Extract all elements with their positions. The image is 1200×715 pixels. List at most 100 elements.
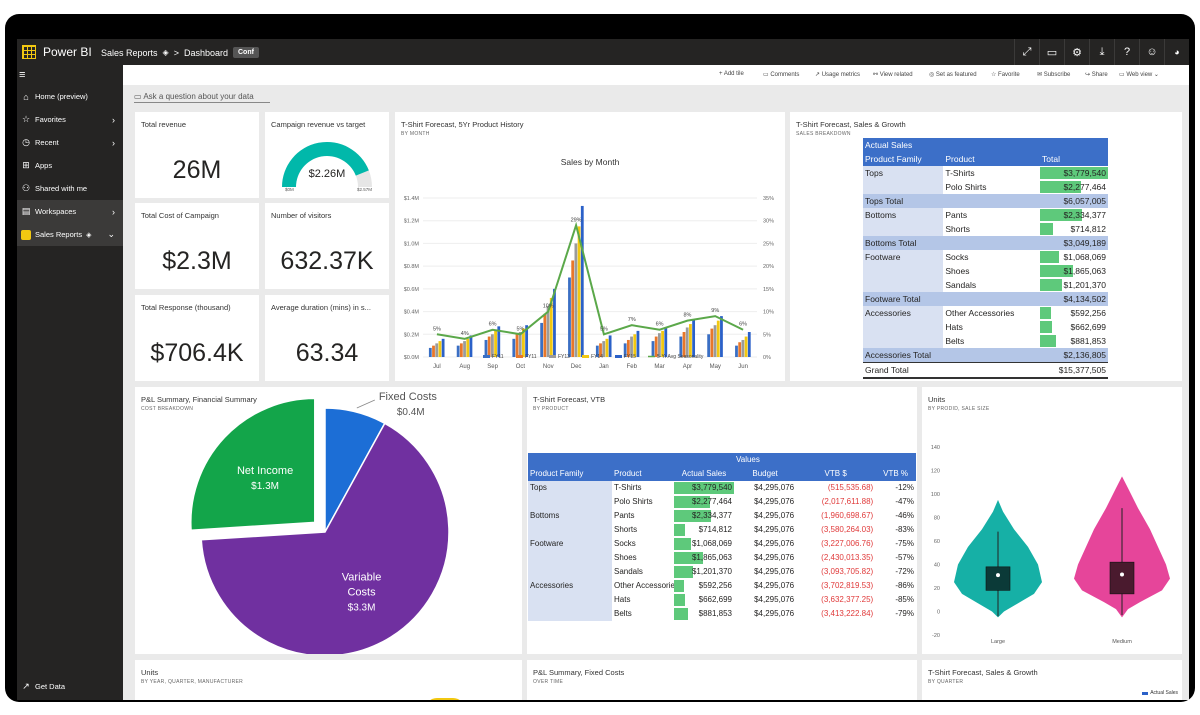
bar[interactable] [497, 326, 501, 357]
expand-icon[interactable]: ⤢ [1014, 39, 1039, 65]
sidebar-item-favorites[interactable]: ☆ Favorites › [17, 108, 123, 131]
bar[interactable] [630, 336, 633, 357]
gauge-tile[interactable]: Campaign revenue vs target $2.26M $0M $2… [265, 112, 389, 198]
vtb-tile[interactable]: T-Shirt Forecast, VTB BY PRODUCT Values … [527, 387, 917, 654]
bar[interactable] [456, 345, 460, 357]
bar[interactable] [651, 341, 655, 357]
bar[interactable] [466, 338, 470, 357]
bar[interactable] [494, 329, 497, 357]
bar[interactable] [738, 342, 742, 357]
box[interactable] [1109, 561, 1135, 595]
bar[interactable] [571, 260, 575, 357]
bar[interactable] [546, 305, 550, 357]
bar[interactable] [685, 327, 689, 357]
app-name[interactable]: Power BI [43, 45, 92, 59]
favorite-button[interactable]: ☆ Favorite [991, 72, 1020, 78]
share-button[interactable]: ↪ Share [1085, 72, 1108, 78]
comment-icon[interactable]: ▭ [1039, 39, 1064, 65]
sidebar-item-sales-reports[interactable]: Sales Reports ◈ ⌄ [17, 223, 123, 246]
bar[interactable] [657, 333, 661, 357]
box[interactable] [985, 566, 1011, 591]
bar[interactable] [735, 345, 738, 357]
hamburger-icon[interactable]: ≡ [19, 69, 26, 81]
bar[interactable] [605, 338, 609, 357]
bar[interactable] [654, 336, 658, 357]
forecast-chart-tile[interactable]: T-Shirt Forecast, 5Yr Product History BY… [395, 112, 785, 381]
bar[interactable] [741, 339, 745, 357]
usage-metrics-button[interactable]: ↗ Usage metrics [815, 72, 861, 78]
bar[interactable] [484, 339, 488, 357]
sidebar-item-apps[interactable]: ⊞ Apps [17, 154, 123, 177]
breadcrumb-page[interactable]: Dashboard [183, 47, 228, 58]
bar[interactable] [487, 336, 491, 357]
bar[interactable] [490, 334, 494, 357]
units-violin-tile[interactable]: Units BY PRODID, SALE SIZE -20 0 20 40 60 80 1… [922, 387, 1182, 654]
bar[interactable] [626, 339, 630, 357]
breadcrumb-report[interactable]: Sales Reports [101, 47, 158, 58]
bar[interactable] [540, 322, 544, 357]
kpi-tile-visitors[interactable]: Number of visitors 632.37K [265, 203, 389, 289]
download-icon[interactable]: ⤓ [1089, 39, 1114, 65]
bar[interactable] [577, 226, 581, 357]
bar[interactable] [692, 319, 696, 357]
sales-growth-quarter-tile[interactable]: T-Shirt Forecast, Sales & Growth BY QUAR… [922, 660, 1182, 700]
seasonality-line[interactable] [436, 221, 744, 340]
pl-summary-tile[interactable]: P&L Summary, Financial Summary COST BREA… [135, 387, 522, 654]
units-by-year-tile[interactable]: Units BY YEAR, QUARTER, MANUFACTURER [135, 660, 522, 700]
bar[interactable] [595, 345, 599, 357]
set-featured-button[interactable]: ◎ Set as featured [929, 72, 977, 78]
bar[interactable] [747, 332, 751, 357]
bar[interactable] [710, 328, 714, 357]
bar[interactable] [623, 343, 627, 357]
bar[interactable] [463, 341, 466, 357]
pie-slice[interactable] [190, 397, 316, 531]
bar[interactable] [522, 328, 525, 357]
bar[interactable] [432, 345, 435, 357]
bar[interactable] [707, 334, 711, 357]
bar[interactable] [682, 332, 686, 357]
kpi-tile-total-response[interactable]: Total Response (thousand) $706.4K [135, 295, 259, 381]
sidebar-item-workspaces[interactable]: ▤ Workspaces › [17, 200, 123, 223]
sidebar-item-shared[interactable]: ⚇ Shared with me [17, 177, 123, 200]
web-view-button[interactable]: ▭ Web view ⌄ [1119, 72, 1159, 78]
add-tile-button[interactable]: + Add tile [719, 71, 744, 77]
bar[interactable] [515, 334, 519, 357]
bar[interactable] [459, 343, 463, 357]
bar[interactable] [720, 316, 723, 357]
bar[interactable] [512, 338, 516, 357]
sidebar-item-home[interactable]: ⌂ Home (preview) [17, 85, 123, 108]
smiley-icon[interactable]: ☺ [1139, 39, 1164, 65]
bar[interactable] [435, 343, 439, 357]
bar[interactable] [713, 325, 717, 357]
bar[interactable] [689, 324, 692, 357]
get-data-button[interactable]: ↗ Get Data [17, 678, 65, 694]
bar[interactable] [636, 330, 640, 357]
sidebar-item-recent[interactable]: ◷ Recent › [17, 131, 123, 154]
pl-fixed-costs-tile[interactable]: P&L Summary, Fixed Costs OVER TIME [527, 660, 917, 700]
bar[interactable] [543, 313, 547, 357]
bar[interactable] [744, 336, 748, 357]
bar[interactable] [679, 336, 683, 357]
bar[interactable] [574, 243, 578, 357]
bar[interactable] [525, 325, 529, 357]
bar[interactable] [441, 338, 445, 357]
kpi-tile-total-cost[interactable]: Total Cost of Campaign $2.3M [135, 203, 259, 289]
app-launcher-icon[interactable] [22, 45, 36, 59]
kpi-tile-total-revenue[interactable]: Total revenue 26M [135, 112, 259, 198]
bar[interactable] [568, 277, 571, 358]
bar[interactable] [428, 347, 432, 357]
bar[interactable] [716, 320, 720, 357]
bar[interactable] [553, 288, 556, 357]
bar[interactable] [664, 327, 668, 357]
settings-icon[interactable]: ⚙ [1064, 39, 1089, 65]
help-icon[interactable]: ? [1114, 39, 1139, 65]
bar[interactable] [661, 330, 664, 357]
bar[interactable] [580, 205, 584, 357]
bar[interactable] [518, 332, 522, 357]
bar[interactable] [438, 341, 442, 357]
pie-slice[interactable] [200, 422, 450, 654]
qa-input[interactable]: ▭ Ask a question about your data [134, 92, 270, 103]
view-related-button[interactable]: ⚯ View related [873, 72, 913, 78]
bar[interactable] [602, 341, 606, 357]
bar[interactable] [599, 343, 602, 357]
